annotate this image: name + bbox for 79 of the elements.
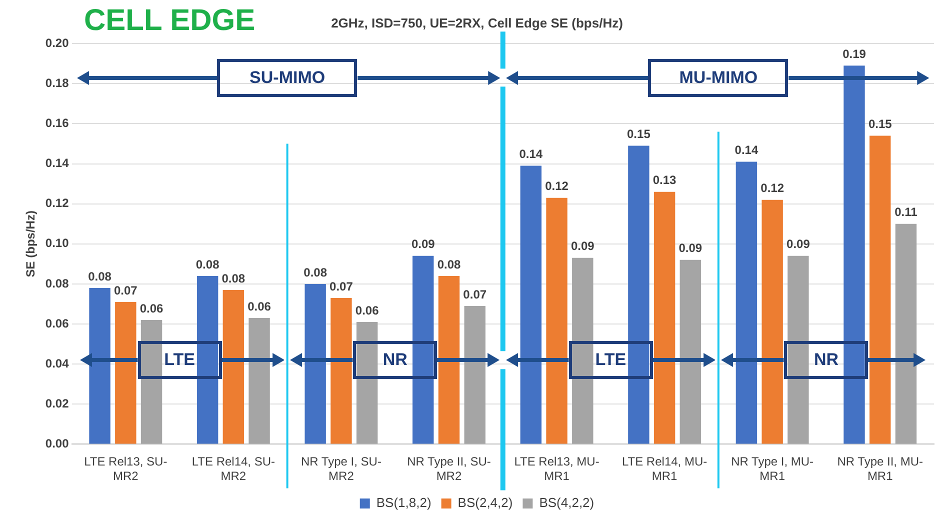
data-label: 0.06 <box>355 303 380 318</box>
annotation: MU-MIMO <box>679 68 758 88</box>
annotation: SU-MIMO <box>250 68 326 88</box>
data-label: 0.15 <box>868 117 892 132</box>
y-tick-label: 0.08 <box>45 276 70 290</box>
y-tick-label: 0.20 <box>45 36 70 50</box>
data-label: 0.14 <box>734 143 758 158</box>
legend-label: BS(2,4,2) <box>458 495 513 510</box>
x-tick-label: LTE Rel14, SU-MR2 <box>192 454 275 484</box>
x-tick-label: NR Type II, MU-MR1 <box>837 454 924 484</box>
bar <box>572 258 594 444</box>
data-label: 0.14 <box>519 147 543 162</box>
bar <box>870 136 891 444</box>
x-tick-label: NR Type II, SU-MR2 <box>407 454 491 484</box>
y-tick-label: 0.10 <box>45 236 70 250</box>
data-label: 0.09 <box>570 239 595 254</box>
data-label: 0.07 <box>114 283 138 298</box>
legend-label: BS(1,8,2) <box>376 495 432 510</box>
y-tick-label: 0.12 <box>45 196 70 210</box>
y-tick-label: 0.06 <box>45 316 70 330</box>
bar <box>464 306 486 444</box>
data-label: 0.06 <box>140 301 164 316</box>
bar <box>248 318 270 444</box>
bar <box>736 162 758 444</box>
legend-label: BS(4,2,2) <box>539 495 594 510</box>
data-label: 0.11 <box>894 205 918 220</box>
bar <box>788 256 809 444</box>
y-tick-label: 0.18 <box>45 76 70 90</box>
y-tick-label: 0.16 <box>45 116 70 130</box>
bar <box>115 302 136 444</box>
y-tick-label: 0.14 <box>45 156 70 170</box>
bar <box>844 66 865 444</box>
data-label: 0.06 <box>248 299 272 314</box>
y-tick-label: 0.02 <box>45 396 70 410</box>
x-tick-label: NR Type I, SU-MR2 <box>300 454 382 484</box>
chart-title: 2GHz, ISD=750, UE=2RX, Cell Edge SE (bps/Hz) <box>331 15 623 30</box>
data-label: 0.09 <box>786 237 810 252</box>
data-label: 0.09 <box>411 237 436 252</box>
data-label: 0.07 <box>463 287 487 302</box>
y-tick-label: 0.04 <box>45 356 70 370</box>
data-label: 0.12 <box>760 181 784 196</box>
data-label: 0.15 <box>627 127 651 142</box>
bar <box>895 224 917 444</box>
bar <box>520 166 542 444</box>
bar <box>356 322 378 444</box>
annotation: NR <box>814 350 838 370</box>
bar <box>304 284 326 444</box>
bar <box>140 320 162 444</box>
data-label: 0.19 <box>842 46 866 61</box>
bar <box>546 198 568 444</box>
annotation: LTE <box>164 350 195 370</box>
bar <box>762 200 783 444</box>
x-tick-label: LTE Rel13, SU-MR2 <box>84 454 168 484</box>
x-tick-label: NR Type I, MU-MR1 <box>731 454 814 484</box>
bar <box>654 192 676 444</box>
bar <box>438 276 460 444</box>
data-label: 0.07 <box>330 279 354 294</box>
x-tick-label: LTE Rel14, MU-MR1 <box>622 454 708 484</box>
bar <box>196 276 218 444</box>
data-label: 0.08 <box>88 269 112 284</box>
bar <box>680 260 702 444</box>
bar <box>222 290 244 444</box>
bar <box>330 298 352 444</box>
data-label: 0.08 <box>304 265 328 280</box>
bar <box>628 146 650 444</box>
annotation: LTE <box>595 350 626 370</box>
bar <box>412 256 434 444</box>
data-label: 0.09 <box>678 241 702 256</box>
data-label: 0.12 <box>545 179 569 194</box>
data-label: 0.08 <box>437 257 461 272</box>
x-tick-label: LTE Rel13, MU-MR1 <box>514 454 600 484</box>
data-label: 0.13 <box>652 173 677 188</box>
y-tick-label: 0.00 <box>45 436 70 451</box>
annotation: NR <box>382 350 408 370</box>
data-label: 0.08 <box>222 271 246 286</box>
bar <box>89 288 110 444</box>
y-axis-title: SE (bps/Hz) <box>24 210 38 278</box>
data-label: 0.08 <box>196 257 220 272</box>
text: CELL EDGE <box>84 4 256 38</box>
